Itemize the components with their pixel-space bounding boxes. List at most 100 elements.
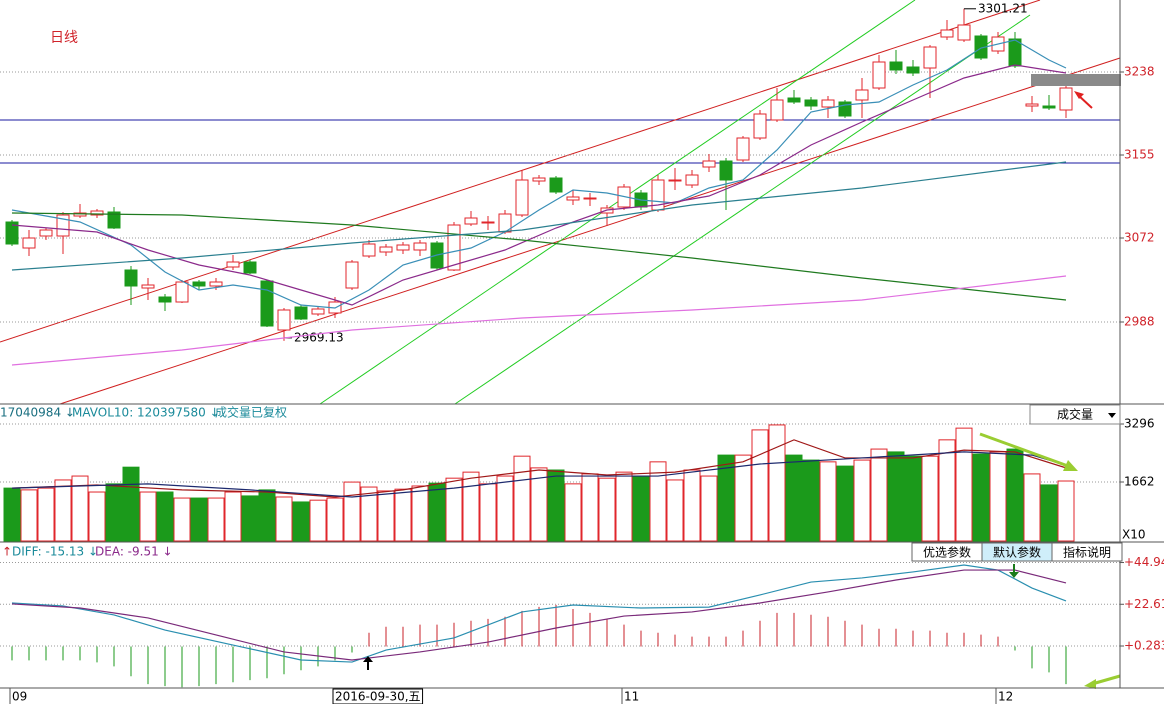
candle-body bbox=[804, 99, 818, 107]
volume-bar bbox=[836, 465, 854, 542]
button-bg[interactable] bbox=[1051, 542, 1123, 562]
volume-bar bbox=[173, 497, 191, 542]
arrow-head bbox=[1084, 679, 1096, 689]
candle-body bbox=[481, 221, 495, 224]
chart-title: 日线 bbox=[50, 30, 78, 46]
volume-bar bbox=[751, 429, 769, 542]
button[interactable]: 优选参数 bbox=[911, 542, 983, 562]
button[interactable]: 默认参数 bbox=[981, 542, 1053, 562]
volume-bar bbox=[547, 469, 565, 542]
candle-body bbox=[73, 212, 87, 217]
ma-line bbox=[11, 161, 1067, 271]
ma-line bbox=[11, 439, 1067, 498]
candle-body bbox=[770, 99, 784, 121]
dropdown-label[interactable]: 成交量 bbox=[1057, 407, 1093, 422]
volume-bar bbox=[802, 459, 820, 542]
candle-body bbox=[124, 269, 138, 287]
candle-body bbox=[39, 229, 53, 237]
candle-body bbox=[260, 280, 274, 327]
volume-bar bbox=[122, 466, 140, 542]
candle-body bbox=[1008, 38, 1022, 67]
button-label[interactable]: 默认参数 bbox=[993, 545, 1041, 560]
y-tick-label: 3155 bbox=[1124, 148, 1155, 162]
highlight-box bbox=[1031, 74, 1121, 86]
volume-bar bbox=[530, 467, 548, 542]
trend-line bbox=[59, 57, 1121, 405]
volume-bar bbox=[734, 454, 752, 542]
volume-bar bbox=[37, 487, 55, 542]
volume-bar bbox=[564, 483, 582, 542]
x-tick-label: 09 bbox=[12, 690, 27, 704]
candle-body bbox=[226, 261, 240, 268]
volume-bar bbox=[479, 483, 497, 542]
volume-bar bbox=[20, 489, 38, 542]
candle-body bbox=[379, 246, 393, 253]
volume-bar bbox=[1023, 473, 1041, 542]
candle-body bbox=[362, 243, 376, 257]
volume-bar bbox=[275, 496, 293, 542]
volume-bar bbox=[88, 491, 106, 542]
high-label: 3301.21 bbox=[978, 1, 1028, 15]
y-tick-label: 3296 bbox=[1124, 417, 1155, 431]
candle-body bbox=[532, 177, 546, 182]
ma-line bbox=[11, 569, 1067, 661]
volume-bar bbox=[666, 479, 684, 542]
candle-body bbox=[906, 66, 920, 74]
candle-body bbox=[923, 46, 937, 69]
candle-body bbox=[209, 281, 223, 287]
candle-body bbox=[753, 113, 767, 139]
candle-body bbox=[5, 221, 19, 245]
candle-body bbox=[549, 177, 563, 193]
ma-line bbox=[11, 564, 1067, 663]
volume-bar bbox=[1057, 480, 1075, 542]
indicator-header: 17040984 ↓ bbox=[0, 406, 75, 420]
candle-body bbox=[515, 179, 529, 216]
volume-bar bbox=[683, 469, 701, 542]
dropdown-caret bbox=[1108, 413, 1116, 418]
candle-body bbox=[889, 61, 903, 71]
dropdown[interactable] bbox=[1029, 404, 1121, 425]
volume-bar bbox=[224, 491, 242, 542]
indicator-header: ↑ bbox=[2, 545, 12, 559]
volume-bar bbox=[360, 486, 378, 542]
ma-line bbox=[11, 451, 1067, 498]
candle-body bbox=[702, 160, 716, 168]
candle-body bbox=[787, 97, 801, 103]
ma-line bbox=[11, 275, 1067, 366]
candle-body bbox=[940, 29, 954, 38]
candle-body bbox=[821, 99, 835, 108]
candle-body bbox=[566, 196, 580, 201]
candle-body bbox=[107, 211, 121, 229]
button-label[interactable]: 优选参数 bbox=[923, 545, 971, 560]
candle-body bbox=[464, 217, 478, 225]
arrow-head bbox=[1074, 91, 1084, 99]
candle-body bbox=[396, 244, 410, 251]
volume-bar bbox=[513, 455, 531, 542]
volume-bar bbox=[632, 475, 650, 542]
button[interactable]: 指标说明 bbox=[1051, 542, 1123, 562]
candle-body bbox=[294, 306, 308, 320]
volume-bar bbox=[292, 501, 310, 542]
volume-bar bbox=[649, 461, 667, 542]
indicator-header: 成交量已复权 bbox=[215, 405, 287, 420]
x-label-box bbox=[332, 688, 424, 704]
candle-body bbox=[685, 174, 699, 186]
volume-bar bbox=[462, 471, 480, 542]
candle-body bbox=[345, 261, 359, 289]
button-label[interactable]: 指标说明 bbox=[1063, 545, 1111, 560]
volume-bar bbox=[853, 459, 871, 542]
x-tick-label: 2016-09-30,五 bbox=[335, 690, 421, 704]
volume-bar bbox=[989, 451, 1007, 542]
candle-body bbox=[90, 210, 104, 216]
volume-bar bbox=[241, 495, 259, 542]
candle-body bbox=[56, 214, 70, 237]
volume-bar bbox=[411, 485, 429, 542]
x-tick-label: 11 bbox=[624, 690, 639, 704]
volume-bar bbox=[139, 491, 157, 542]
arrow bbox=[1091, 674, 1121, 686]
plot-area: 3301.21 2969.13 09 2016-09-30,五 11 12 bbox=[0, 1, 1124, 704]
candle-body bbox=[736, 137, 750, 161]
candle-body bbox=[1025, 103, 1039, 107]
volume-bar bbox=[496, 475, 514, 542]
